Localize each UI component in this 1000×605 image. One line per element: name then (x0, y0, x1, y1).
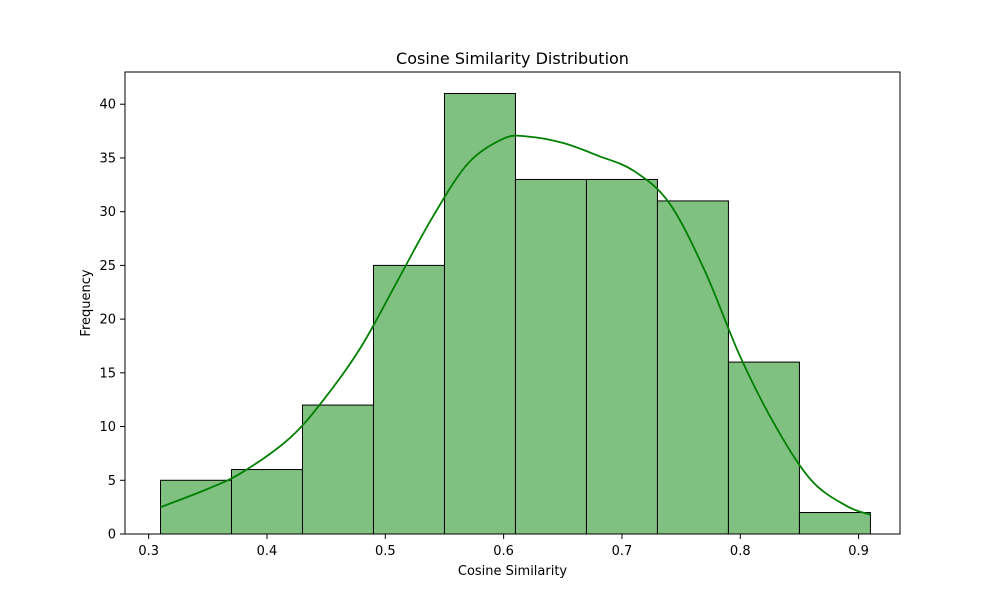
y-axis-ticks: 0 5 10 15 20 25 30 35 40 (99, 98, 125, 543)
plot-frame (124, 71, 901, 535)
histogram-bar-4 (372, 264, 445, 535)
histogram-bar-3 (301, 404, 374, 535)
y-tick-label-4: 15 (99, 366, 116, 381)
y-axis-label: Frequency (79, 269, 94, 336)
y-tick-label-3: 10 (99, 420, 116, 435)
y-tick-label-7: 30 (99, 205, 116, 220)
histogram-bar-10 (798, 512, 871, 535)
y-tick-label-1: 0 (108, 528, 116, 543)
histogram-bar-6 (514, 178, 587, 535)
x-tick-label-5: 0.7 (612, 544, 633, 559)
bars-layer (159, 92, 871, 535)
x-axis-label: Cosine Similarity (458, 564, 568, 579)
y-tick-label-6: 25 (99, 259, 116, 274)
histogram-bar-7 (585, 178, 658, 535)
kde-curve (160, 134, 871, 516)
x-tick-label-7: 0.9 (848, 544, 869, 559)
chart-title: Cosine Similarity Distribution (396, 49, 629, 68)
histogram-bar-1 (159, 479, 232, 535)
y-tick-label-5: 20 (99, 313, 116, 328)
y-tick-label-8: 35 (99, 151, 116, 166)
x-axis-ticks: 0.3 0.4 0.5 0.6 0.7 0.8 0.9 (138, 534, 869, 559)
y-tick-label-2: 5 (108, 474, 116, 489)
x-tick-label-3: 0.5 (375, 544, 396, 559)
y-tick-label-9: 40 (99, 98, 116, 113)
histogram-bar-5 (443, 92, 516, 535)
histogram-bar-8 (656, 200, 729, 535)
histogram-bar-2 (230, 469, 303, 535)
x-tick-label-1: 0.3 (138, 544, 159, 559)
x-tick-label-6: 0.8 (730, 544, 751, 559)
x-tick-label-2: 0.4 (257, 544, 278, 559)
x-tick-label-4: 0.6 (493, 544, 514, 559)
